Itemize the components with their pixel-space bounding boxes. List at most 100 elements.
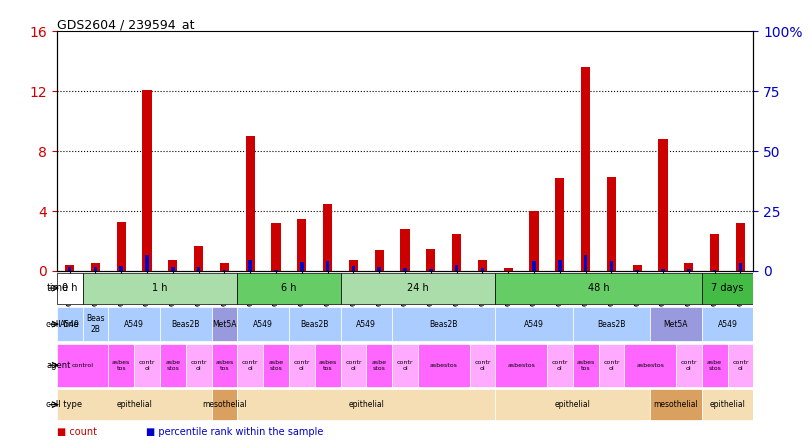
Text: contr
ol: contr ol: [293, 360, 310, 371]
FancyBboxPatch shape: [211, 389, 237, 420]
FancyBboxPatch shape: [366, 344, 392, 387]
FancyBboxPatch shape: [263, 344, 289, 387]
Bar: [377, 267, 381, 271]
Bar: [713, 270, 716, 271]
Text: contr
ol: contr ol: [474, 360, 491, 371]
Bar: [300, 262, 304, 271]
Bar: [607, 177, 616, 271]
FancyBboxPatch shape: [573, 344, 599, 387]
Bar: [249, 260, 252, 271]
Text: asbe
stos: asbe stos: [707, 360, 722, 371]
Bar: [739, 262, 742, 271]
Text: contr
ol: contr ol: [603, 360, 620, 371]
Text: asbe
stos: asbe stos: [165, 360, 181, 371]
Bar: [400, 229, 410, 271]
FancyBboxPatch shape: [57, 307, 83, 341]
Text: asbestos: asbestos: [430, 363, 458, 368]
FancyBboxPatch shape: [289, 307, 340, 341]
Bar: [168, 261, 177, 271]
Text: control: control: [71, 363, 93, 368]
Text: contr
ol: contr ol: [680, 360, 697, 371]
Bar: [452, 234, 461, 271]
Text: contr
ol: contr ol: [242, 360, 258, 371]
Text: cell type: cell type: [46, 400, 83, 409]
FancyBboxPatch shape: [185, 344, 211, 387]
FancyBboxPatch shape: [701, 307, 753, 341]
FancyBboxPatch shape: [701, 389, 753, 420]
Text: Beas2B: Beas2B: [301, 320, 329, 329]
FancyBboxPatch shape: [237, 389, 495, 420]
FancyBboxPatch shape: [650, 389, 701, 420]
Bar: [454, 265, 458, 271]
Text: asbes
tos: asbes tos: [318, 360, 337, 371]
FancyBboxPatch shape: [237, 273, 340, 304]
Text: contr
ol: contr ol: [139, 360, 156, 371]
Text: 0 h: 0 h: [62, 283, 77, 293]
FancyBboxPatch shape: [495, 344, 547, 387]
Bar: [556, 178, 565, 271]
Bar: [194, 246, 203, 271]
FancyBboxPatch shape: [495, 389, 650, 420]
FancyBboxPatch shape: [340, 344, 366, 387]
FancyBboxPatch shape: [109, 307, 160, 341]
Bar: [326, 261, 330, 271]
Text: Beas
2B: Beas 2B: [86, 314, 104, 334]
FancyBboxPatch shape: [57, 273, 83, 304]
FancyBboxPatch shape: [57, 344, 109, 387]
Text: asbe
stos: asbe stos: [268, 360, 284, 371]
Bar: [352, 266, 356, 271]
FancyBboxPatch shape: [109, 344, 134, 387]
Text: asbes
tos: asbes tos: [215, 360, 233, 371]
Text: epithelial: epithelial: [116, 400, 152, 409]
Bar: [275, 270, 278, 271]
Bar: [349, 261, 358, 271]
Text: agent: agent: [46, 361, 70, 370]
Text: contr
ol: contr ol: [190, 360, 207, 371]
Bar: [661, 270, 665, 271]
Text: ■ count: ■ count: [57, 427, 96, 437]
FancyBboxPatch shape: [625, 344, 676, 387]
Bar: [223, 270, 226, 271]
FancyBboxPatch shape: [650, 307, 701, 341]
Text: A549: A549: [524, 320, 544, 329]
FancyBboxPatch shape: [211, 344, 237, 387]
Bar: [558, 261, 561, 271]
FancyBboxPatch shape: [701, 273, 753, 304]
Bar: [145, 255, 149, 271]
FancyBboxPatch shape: [676, 344, 701, 387]
FancyBboxPatch shape: [160, 307, 211, 341]
Text: asbestos: asbestos: [507, 363, 535, 368]
Text: asbe
stos: asbe stos: [372, 360, 386, 371]
FancyBboxPatch shape: [340, 307, 392, 341]
FancyBboxPatch shape: [392, 344, 418, 387]
Bar: [504, 268, 513, 271]
Text: 24 h: 24 h: [407, 283, 428, 293]
Bar: [94, 267, 97, 271]
Bar: [375, 250, 384, 271]
FancyBboxPatch shape: [237, 344, 263, 387]
FancyBboxPatch shape: [599, 344, 625, 387]
FancyBboxPatch shape: [547, 344, 573, 387]
Text: A549: A549: [254, 320, 273, 329]
Bar: [736, 223, 745, 271]
Text: contr
ol: contr ol: [552, 360, 568, 371]
Text: contr
ol: contr ol: [345, 360, 361, 371]
Bar: [633, 265, 642, 271]
Bar: [429, 270, 433, 271]
FancyBboxPatch shape: [83, 273, 237, 304]
FancyBboxPatch shape: [701, 344, 727, 387]
Text: Beas2B: Beas2B: [597, 320, 625, 329]
Text: 1 h: 1 h: [152, 283, 168, 293]
Bar: [403, 268, 407, 271]
Bar: [65, 265, 75, 271]
Text: contr
ol: contr ol: [732, 360, 748, 371]
Text: A549: A549: [356, 320, 376, 329]
Bar: [635, 270, 639, 271]
FancyBboxPatch shape: [315, 344, 340, 387]
Text: asbes
tos: asbes tos: [577, 360, 595, 371]
Bar: [478, 261, 487, 271]
Text: asbes
tos: asbes tos: [112, 360, 130, 371]
Text: asbestos: asbestos: [636, 363, 664, 368]
Bar: [684, 263, 693, 271]
Bar: [323, 203, 332, 271]
